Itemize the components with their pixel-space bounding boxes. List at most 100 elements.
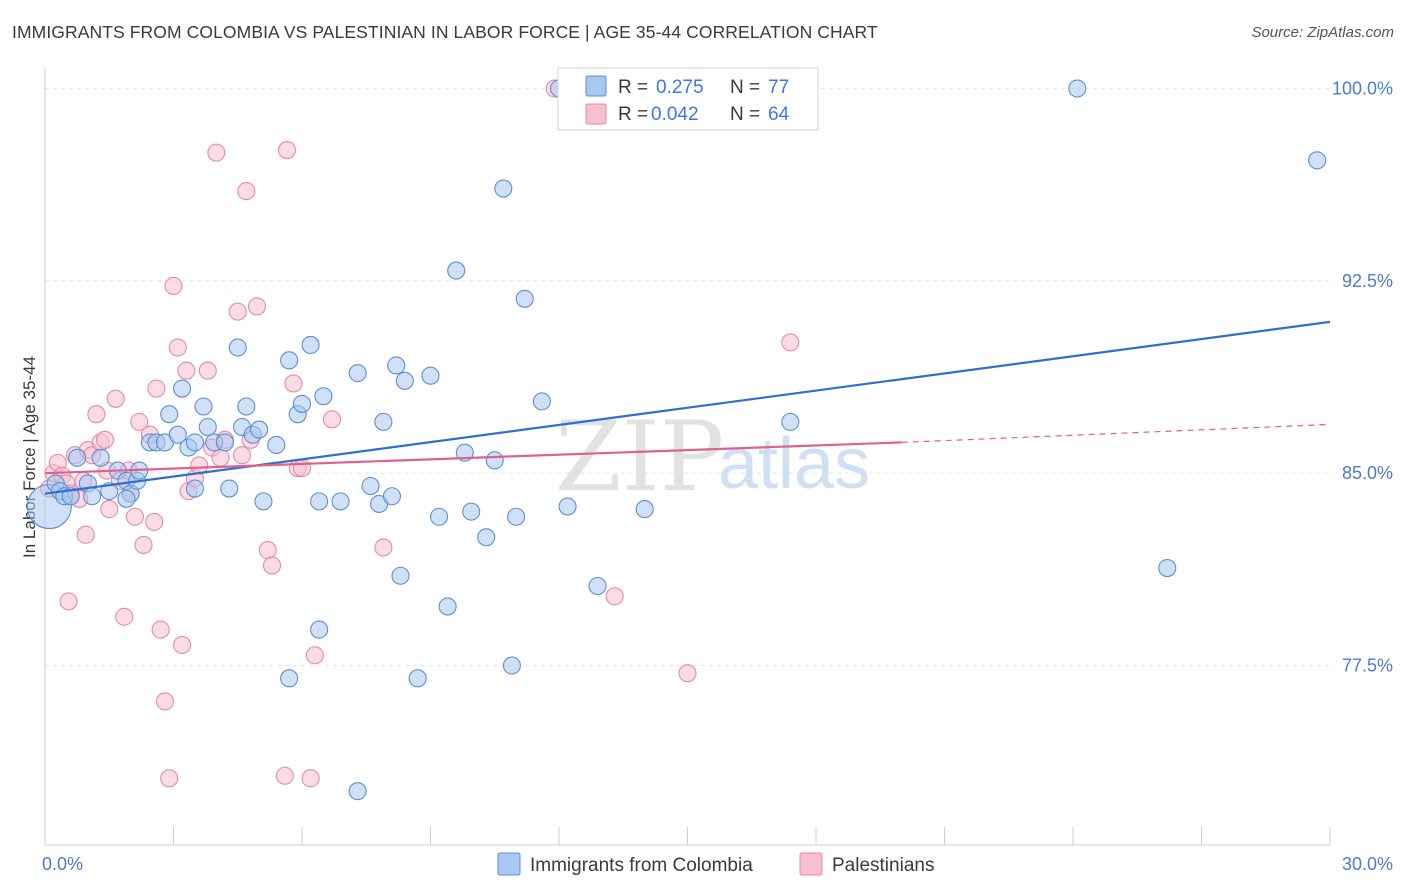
x-tick-labels: 0.0% 30.0% — [42, 854, 1393, 874]
palestinian-point — [301, 769, 320, 788]
colombia-point — [220, 479, 239, 498]
bottom-legend-swatch-palestinian — [799, 852, 823, 876]
colombia-point — [430, 507, 449, 526]
colombia-point — [237, 397, 256, 416]
colombia-point — [395, 371, 414, 390]
colombia-point — [588, 576, 607, 596]
palestinian-point — [678, 664, 697, 683]
x-tick-label: 0.0% — [42, 854, 83, 874]
bottom-legend-swatch-colombia — [497, 852, 521, 876]
y-tick-labels: 77.5% 85.0% 92.5% 100.0% — [1332, 79, 1393, 676]
colombia-point — [117, 489, 136, 508]
colombia-point — [781, 412, 800, 431]
colombia-point — [374, 412, 393, 431]
y-tick-label: 100.0% — [1332, 79, 1393, 99]
colombia-point — [280, 669, 299, 688]
palestinian-point — [262, 556, 282, 575]
palestinian-point — [134, 535, 153, 555]
colombia-point — [198, 417, 217, 437]
colombia-point — [267, 435, 286, 455]
colombia-point — [361, 476, 380, 496]
palestinian-point — [160, 769, 179, 788]
colombia-point — [447, 261, 466, 280]
legend: R = 0.275 N = 77 R = 0.042 N = 64 — [557, 67, 819, 131]
colombia-points — [26, 79, 1327, 801]
colombia-point — [301, 335, 320, 355]
palestinian-point — [305, 646, 324, 665]
colombia-point — [421, 366, 440, 385]
colombia-point — [387, 356, 406, 375]
palestinian-point — [275, 766, 294, 785]
colombia-point — [168, 425, 187, 444]
colombia-point — [250, 420, 269, 439]
colombia-point — [91, 448, 110, 467]
bottom-legend-label-colombia: Immigrants from Colombia — [530, 855, 753, 876]
palestinian-point — [125, 507, 144, 526]
palestinian-trend-extension — [901, 423, 1331, 443]
palestinian-point — [322, 410, 342, 429]
legend-n-value-2: 64 — [768, 104, 790, 125]
colombia-point — [61, 487, 80, 506]
y-tick-label: 85.0% — [1342, 463, 1393, 483]
palestinian-point — [151, 620, 170, 639]
colombia-point — [280, 351, 299, 370]
colombia-point — [391, 566, 410, 585]
legend-r-label-1: R = — [618, 77, 648, 98]
colombia-point — [485, 451, 504, 470]
palestinian-point — [168, 338, 187, 357]
palestinian-point — [284, 374, 303, 393]
colombia-point — [314, 387, 333, 406]
colombia-point — [68, 448, 87, 467]
colombia-point — [185, 479, 204, 498]
colombia-point — [348, 364, 367, 383]
watermark-zip: ZIP — [555, 401, 724, 513]
legend-n-label-2: N = — [730, 104, 760, 125]
colombia-point — [254, 492, 273, 511]
colombia-point — [1068, 79, 1087, 98]
colombia-point — [310, 620, 329, 639]
palestinian-point — [374, 538, 393, 557]
watermark-atlas: atlas — [718, 424, 870, 504]
palestinian-point — [247, 297, 267, 316]
colombia-point — [348, 782, 367, 801]
palestinian-trend-line — [44, 441, 902, 475]
colombia-point — [382, 487, 402, 506]
palestinian-point — [100, 500, 119, 519]
y-tick-label: 92.5% — [1342, 271, 1393, 291]
colombia-point — [228, 338, 247, 357]
y-tick-label: 77.5% — [1342, 655, 1393, 675]
watermark: ZIP atlas — [555, 401, 870, 513]
colombia-point — [100, 482, 119, 501]
colombia-point — [331, 492, 350, 511]
colombia-point — [507, 507, 526, 526]
legend-swatch-colombia — [585, 75, 607, 97]
x-tick-label: 30.0% — [1342, 854, 1393, 874]
colombia-point — [215, 433, 234, 452]
palestinian-point — [605, 587, 624, 606]
bottom-legend: Immigrants from Colombia Palestinians — [497, 852, 934, 876]
gridlines — [45, 88, 1330, 666]
palestinian-point — [292, 458, 312, 478]
palestinian-point — [232, 446, 252, 465]
colombia-point — [173, 379, 192, 398]
palestinian-point — [164, 276, 183, 296]
palestinian-point — [76, 525, 95, 544]
colombia-point — [502, 656, 521, 675]
x-axis — [44, 827, 1331, 846]
palestinian-point — [87, 405, 106, 424]
palestinian-point — [173, 635, 192, 655]
palestinian-point — [95, 430, 115, 449]
colombia-point — [558, 497, 577, 516]
colombia-point — [185, 433, 204, 452]
palestinian-point — [130, 412, 149, 431]
legend-swatch-palestinian — [585, 103, 607, 125]
colombia-point — [292, 394, 312, 413]
colombia-point — [494, 179, 513, 198]
colombia-point — [532, 392, 551, 411]
palestinian-point — [198, 361, 217, 380]
palestinian-point — [177, 361, 196, 380]
palestinian-point — [59, 592, 78, 611]
legend-n-value-1: 77 — [768, 77, 789, 98]
colombia-point — [83, 487, 102, 506]
